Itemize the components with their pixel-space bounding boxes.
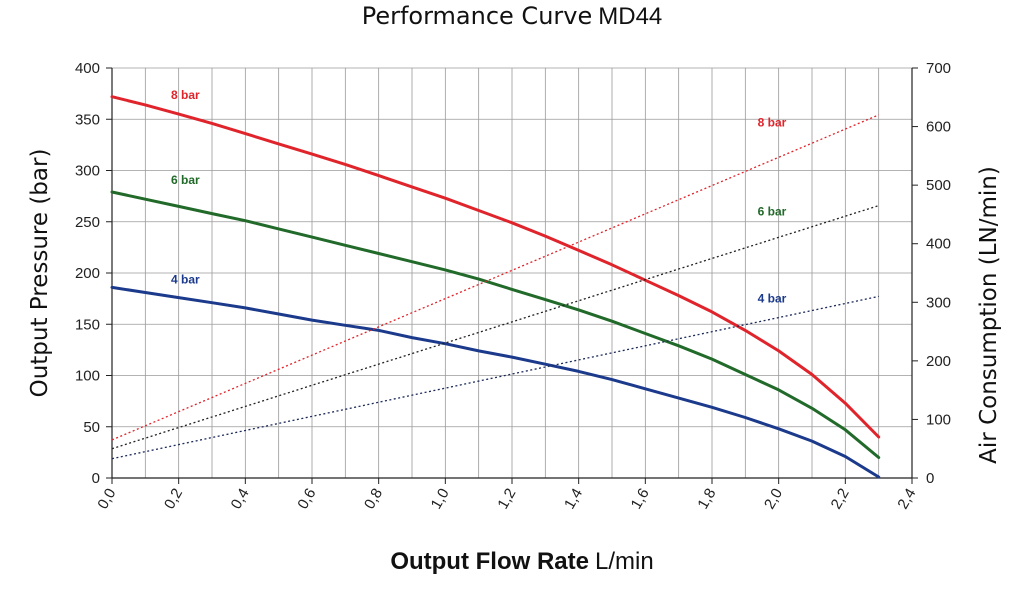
- x-tick-label: 2,2: [828, 486, 853, 513]
- y-axis-right-label: Air Consumption (LN/min): [976, 166, 1002, 464]
- grid: [111, 67, 913, 479]
- x-tick-label: 2,4: [894, 486, 919, 513]
- chart-title-main: Performance Curve: [361, 2, 593, 30]
- series-label-4-bar: 4 bar: [171, 272, 200, 286]
- pressure-curve-4-bar: [110, 285, 881, 479]
- x-tick-label: 0,8: [361, 486, 386, 513]
- y-left-tick-label: 200: [75, 265, 100, 282]
- x-tick-label: 1,2: [494, 486, 519, 513]
- x-tick-label: 1,6: [628, 486, 653, 513]
- y-right-tick-label: 400: [926, 236, 951, 253]
- x-tick-label: 2,0: [761, 486, 786, 513]
- x-tick-label: 0,0: [94, 486, 119, 513]
- series-label-4-bar: 4 bar: [758, 291, 787, 305]
- series-label-8-bar: 8 bar: [758, 116, 787, 130]
- x-tick-label: 0,6: [294, 486, 319, 513]
- y-right-tick-label: 0: [926, 470, 934, 487]
- y-right-tick-label: 700: [926, 60, 951, 77]
- x-tick-label: 1,4: [561, 486, 586, 513]
- y-left-tick-label: 150: [75, 316, 100, 333]
- air-consumption-line-4-bar: [111, 295, 879, 460]
- y-left-tick-label: 100: [75, 368, 100, 385]
- series-label-6-bar: 6 bar: [758, 205, 787, 219]
- series-layer: [110, 95, 881, 479]
- y-right-tick-label: 100: [926, 411, 951, 428]
- y-left-tick-label: 250: [75, 214, 100, 231]
- chart-title: Performance Curve MD44: [0, 2, 1024, 31]
- x-axis-label-unit: L/min: [594, 548, 654, 575]
- x-axis-label: Output Flow Rate L/min: [0, 548, 1024, 576]
- air-consumption-line-8-bar: [111, 114, 879, 441]
- y-left-tick-label: 300: [75, 163, 100, 180]
- y-right-tick-label: 600: [926, 119, 951, 136]
- chart-title-model: MD44: [598, 3, 663, 30]
- y-left-tick-label: 400: [75, 60, 100, 77]
- y-left-tick-label: 0: [92, 470, 100, 487]
- x-tick-label: 1,8: [694, 486, 719, 513]
- y-left-tick-label: 50: [83, 419, 100, 436]
- y-axis-left-label: Output Pressure (bar): [27, 149, 53, 398]
- series-labels: 8 bar 6 bar 4 bar 8 bar 6 bar 4 bar: [171, 88, 787, 306]
- pressure-curve-8-bar: [110, 95, 881, 439]
- pressure-curve-6-bar: [110, 190, 881, 459]
- y-right-tick-label: 300: [926, 294, 951, 311]
- x-axis-label-main: Output Flow Rate: [390, 548, 589, 575]
- y-right-tick-label: 500: [926, 177, 951, 194]
- series-label-6-bar: 6 bar: [171, 173, 200, 187]
- series-label-8-bar: 8 bar: [171, 88, 200, 102]
- x-tick-label: 0,2: [161, 486, 186, 513]
- y-left-tick-label: 350: [75, 111, 100, 128]
- x-tick-label: 1,0: [428, 486, 453, 513]
- x-tick-label: 0,4: [228, 486, 253, 513]
- air-consumption-line-6-bar: [111, 204, 879, 450]
- y-right-tick-label: 200: [926, 353, 951, 370]
